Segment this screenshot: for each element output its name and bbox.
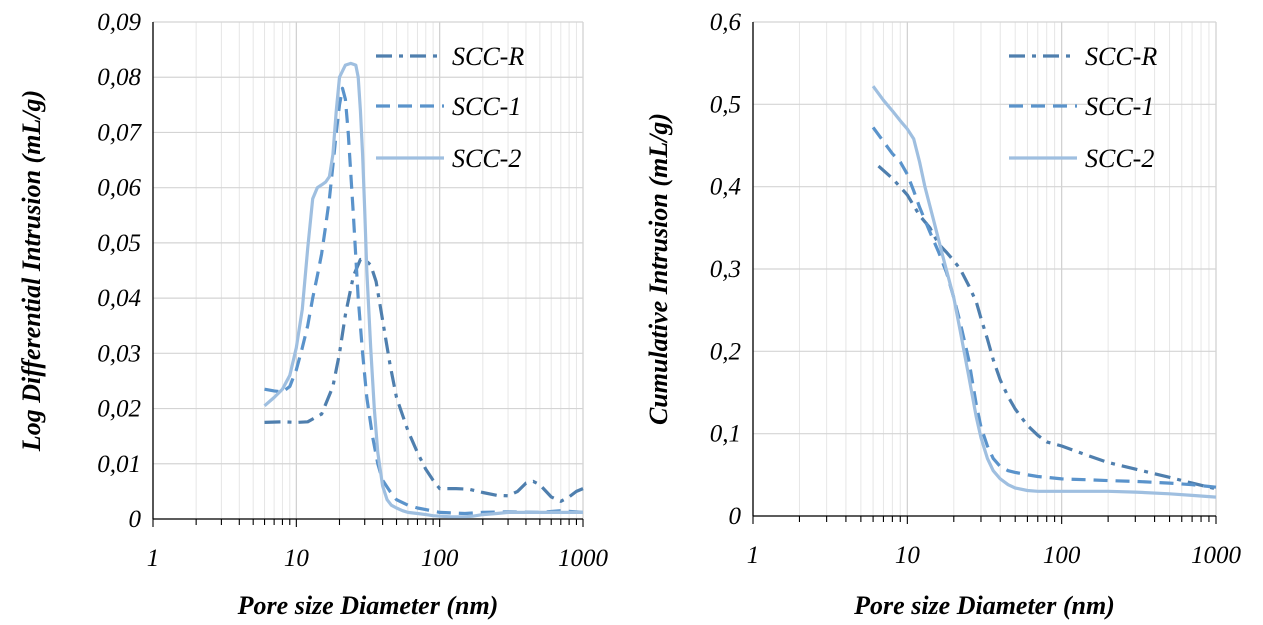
y-tick-label: 0,3 [710,256,741,283]
y-tick-label: 0,06 [97,175,141,202]
y-tick-label: 0,03 [97,340,141,367]
x-tick-label: 1000 [558,545,609,572]
y-tick-label: 0,2 [710,338,741,365]
chart-log-differential-intrusion: 0 0,01 0,02 0,03 0,04 0,05 0,06 0,07 0,08 0,09 1 1… [17,9,609,620]
x-tick-label: 1 [147,545,160,572]
series-line-scc-2 [263,61,583,519]
x-tick-label: 10 [284,545,310,572]
y-tick-label: 0,05 [97,230,141,257]
chart-cumulative-intrusion: 00,10,20,30,40,50,6 1 10 100 1000 SCC-RSCC-… [644,9,1242,620]
series-line-scc-r [877,164,1217,491]
x-axis-label: Pore size Diameter (nm) [853,591,1115,620]
y-tick-label: 0,04 [97,285,141,312]
x-tick-label: 100 [421,545,459,572]
y-tick-label: 0,5 [710,91,741,118]
y-tick-label: 0,6 [710,9,742,36]
legend-label-scc-r: SCC-R [452,42,524,71]
series-line-scc-1 [871,126,1217,489]
legend-label-scc-2: SCC-2 [452,144,521,173]
y-tick-label: 0,1 [710,421,741,448]
legend-label-scc-1: SCC-1 [1085,92,1154,121]
x-tick-label: 1000 [1191,542,1242,569]
x-tick-label: 10 [895,542,921,569]
legend-label-scc-1: SCC-1 [452,92,521,121]
legend-label-scc-2: SCC-2 [1085,144,1154,173]
y-tick-label: 0,02 [97,396,141,423]
y-tick-label: 0 [729,503,742,530]
legend-label-scc-r: SCC-R [1085,42,1157,71]
y-tick-label: 0,07 [97,119,142,146]
x-axis-label: Pore size Diameter (nm) [237,591,499,620]
legend: SCC-R SCC-1 SCC-2 [1009,42,1157,173]
legend: SCC-R SCC-1 SCC-2 [376,42,524,173]
y-tick-label: 0 [129,506,142,533]
x-tick-label: 1 [747,542,760,569]
y-axis-label: Log Differential Intrusion (mL/g) [17,90,46,452]
y-tick-label: 0,08 [97,64,141,91]
y-axis-label: Cumulative Intrusion (mL/g) [644,113,673,425]
y-tick-label: 0,01 [97,451,141,478]
x-tick-label: 100 [1043,542,1081,569]
y-tick-label: 0,09 [97,9,141,36]
series-line-scc-r [264,257,584,503]
series-line-scc-1 [264,86,584,516]
series-line-scc-2 [871,85,1217,499]
y-tick-label: 0,4 [710,174,741,201]
